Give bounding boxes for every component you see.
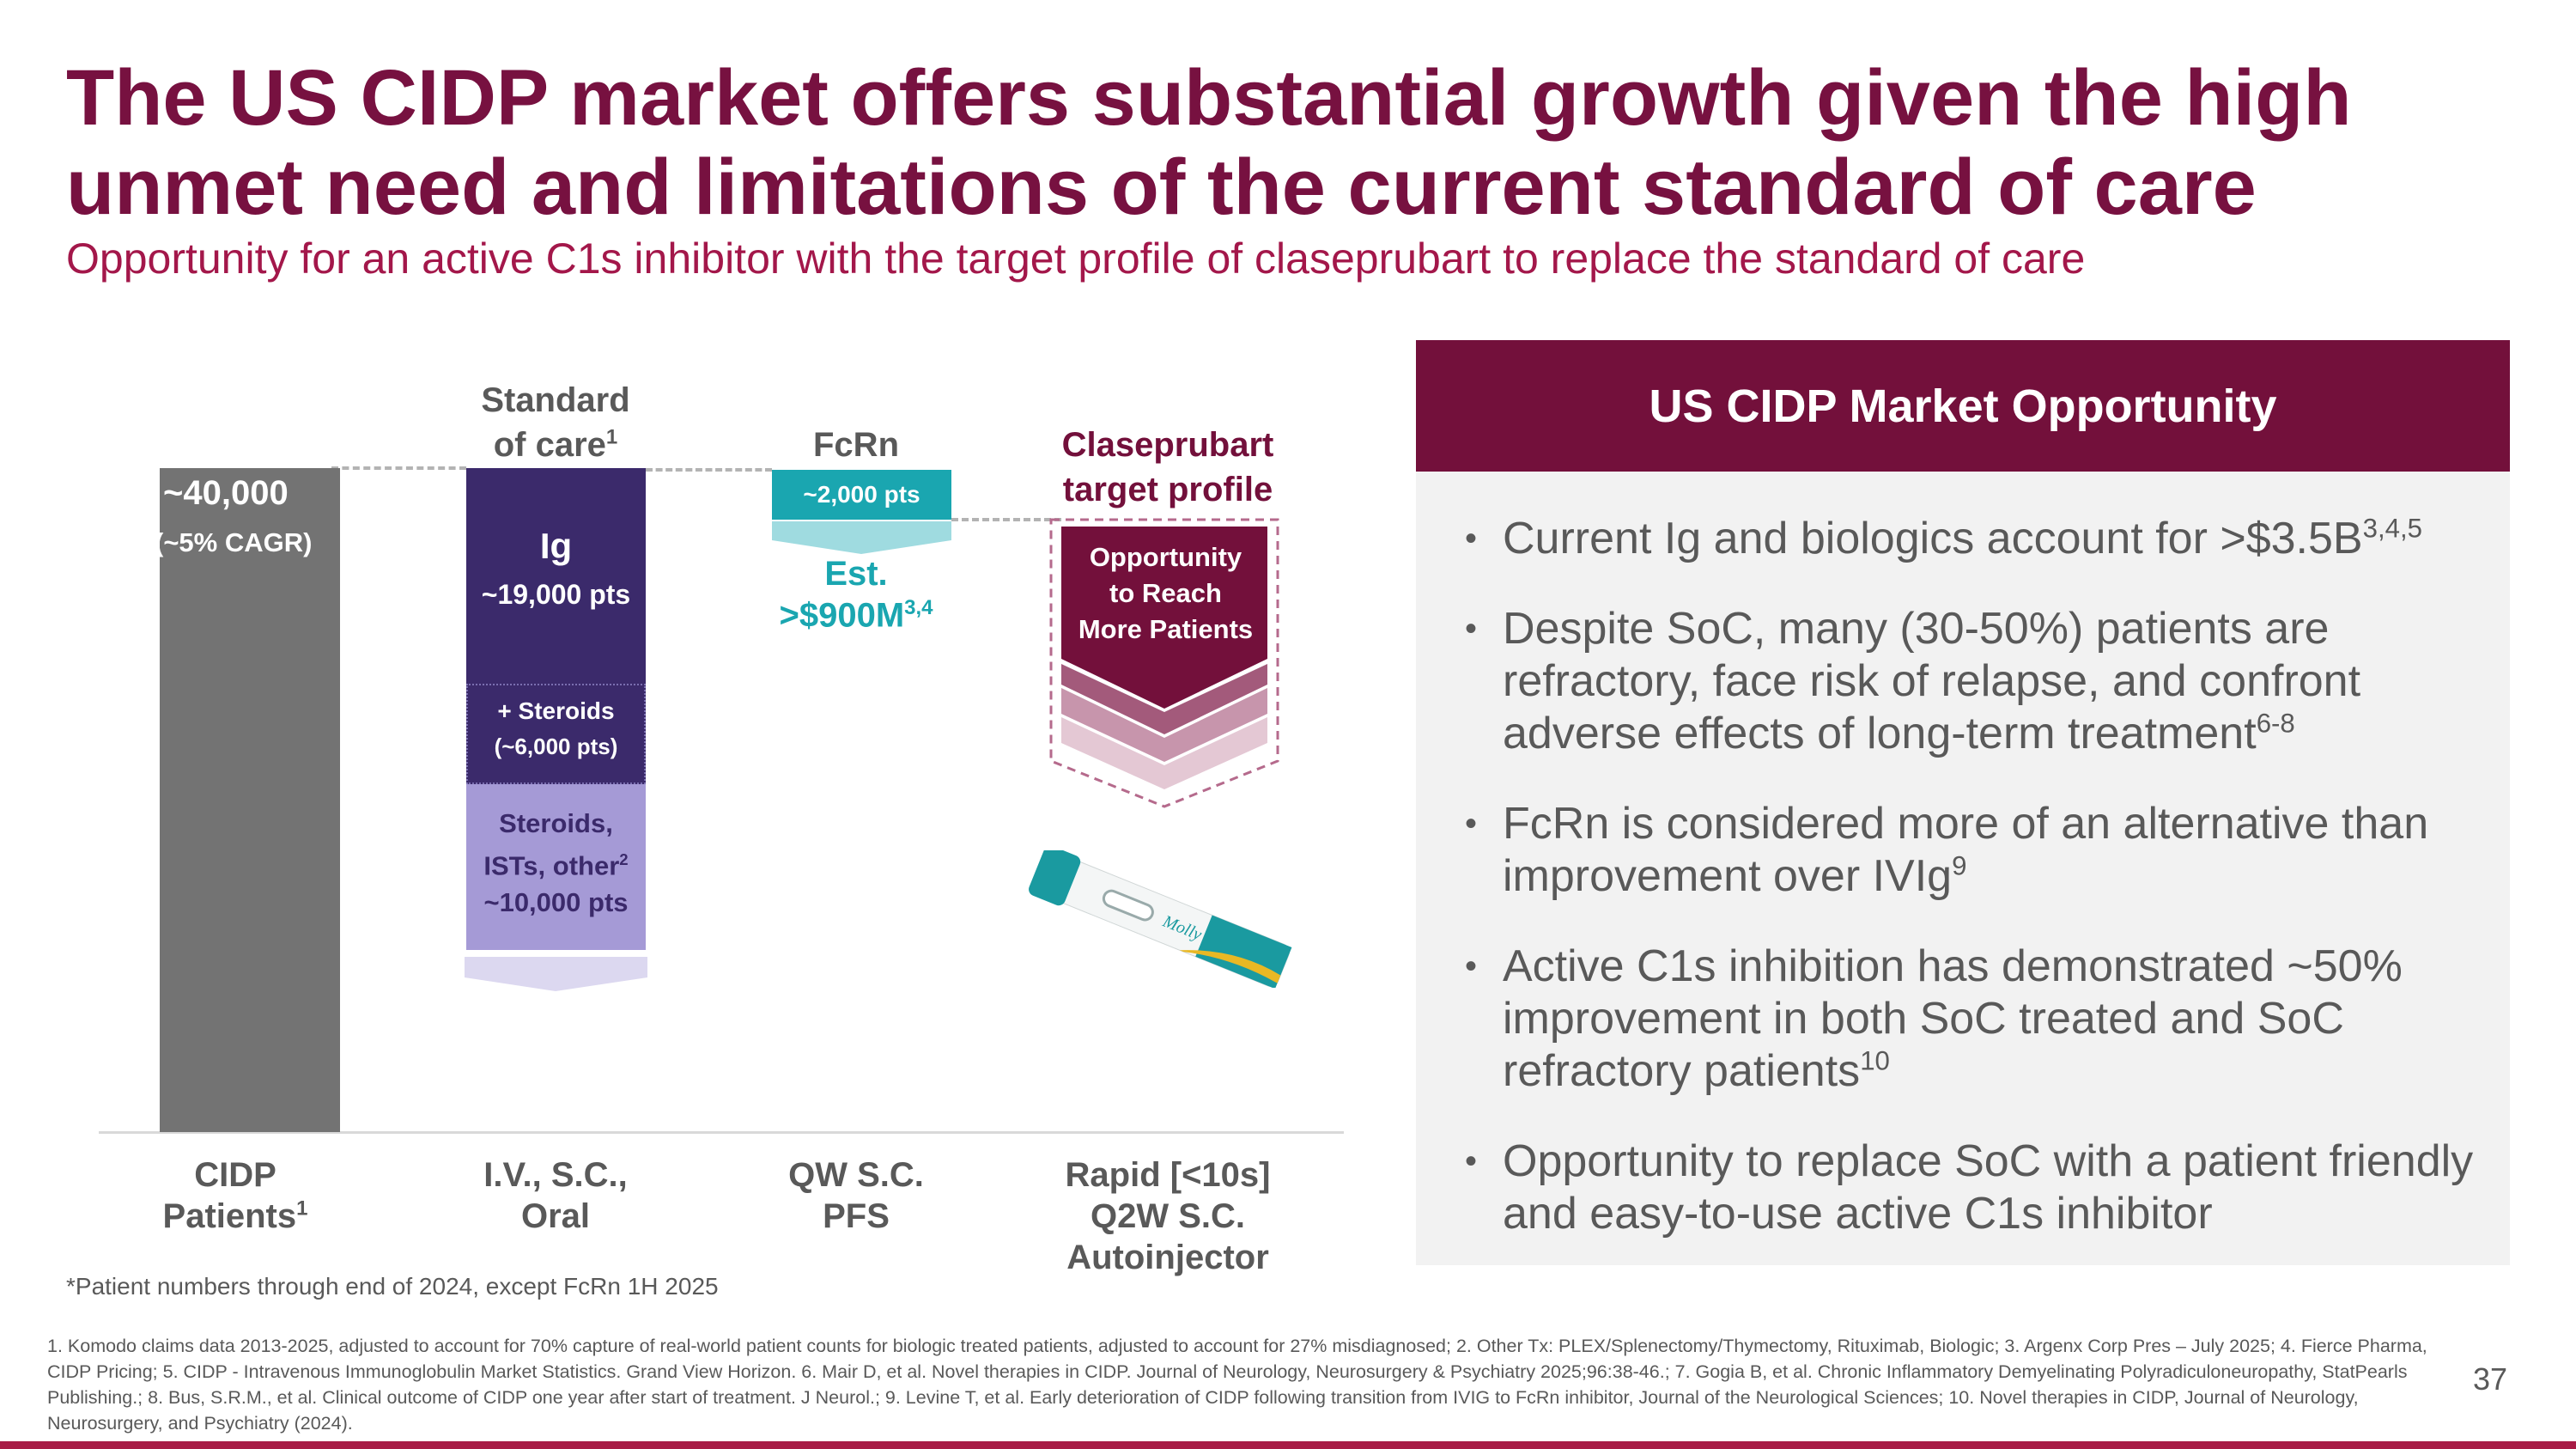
bullet-item: • FcRn is considered more of an alternati…	[1416, 798, 2510, 903]
bullet-icon: •	[1464, 610, 1477, 648]
opportunity-chevron	[1049, 518, 1279, 808]
bullet-text: FcRn is considered more of an alternativ…	[1503, 799, 2429, 901]
panel-title: US CIDP Market Opportunity	[1416, 340, 2510, 472]
est-label: Est.	[824, 555, 888, 593]
category-label-cidp: CIDP Patients1	[98, 1154, 373, 1237]
connector-line	[331, 466, 466, 470]
bullet-text: Active C1s inhibition has demonstrated ~…	[1503, 941, 2403, 1096]
cidp-patients-bar	[160, 468, 340, 1132]
est-value: >$900M	[779, 596, 905, 635]
bullet-text: Opportunity to replace SoC with a patien…	[1503, 1136, 2474, 1239]
text-line: More Patients	[1078, 614, 1254, 644]
bullet-icon: •	[1464, 1142, 1477, 1180]
down-arrow-shape	[465, 957, 647, 991]
connector-line	[951, 518, 1061, 521]
bar-subvalue: (~5% CAGR)	[155, 527, 313, 557]
footnote-ref: 9	[1952, 850, 1967, 881]
label-line: ISTs, other	[483, 850, 620, 881]
text-line: to Reach	[1109, 578, 1222, 608]
label-line: Patients	[162, 1197, 297, 1235]
opportunity-text: Opportunity to Reach More Patients	[1061, 539, 1270, 648]
bullet-text: Current Ig and biologics account for >$3…	[1503, 514, 2363, 563]
other-segment	[466, 784, 646, 950]
bar-value: ~40,000	[163, 474, 289, 512]
label-line: CIDP	[194, 1156, 276, 1194]
autoinjector-image: Molly	[1029, 850, 1292, 988]
bullet-icon: •	[1464, 947, 1477, 985]
label-line: Steroids,	[499, 808, 613, 838]
bullet-icon: •	[1464, 805, 1477, 843]
bullet-text: Despite SoC, many (30-50%) patients are …	[1503, 604, 2361, 758]
bullet-item: • Opportunity to replace SoC with a patie…	[1416, 1135, 2510, 1240]
bullet-item: • Despite SoC, many (30-50%) patients are…	[1416, 603, 2510, 760]
fcrn-estimate: Est. >$900M3,4	[727, 557, 985, 632]
label-line: PFS	[823, 1197, 890, 1235]
bullet-item: • Active C1s inhibition has demonstrated …	[1416, 941, 2510, 1098]
ig-segment	[466, 468, 646, 684]
steroids-segment	[466, 684, 646, 784]
column-header-standard-of-care: Standard of care1	[418, 378, 693, 467]
label-line: QW S.C.	[788, 1156, 924, 1194]
ig-value: ~19,000 pts	[481, 579, 631, 610]
bullet-icon: •	[1464, 520, 1477, 557]
header-line: of care	[493, 426, 606, 464]
category-label-fcrn: QW S.C. PFS	[719, 1154, 993, 1237]
header-line: Standard	[481, 381, 630, 419]
footnote-ref: 1	[296, 1196, 308, 1221]
category-label-soc: I.V., S.C., Oral	[418, 1154, 693, 1237]
header-line: target profile	[1062, 471, 1273, 508]
steroids-label: + Steroids	[497, 697, 615, 724]
footnote-ref: 10	[1860, 1045, 1890, 1076]
other-value: ~10,000 pts	[483, 887, 629, 917]
footnote-ref: 3,4,5	[2362, 513, 2422, 544]
diagram-footnote: *Patient numbers through end of 2024, ex…	[66, 1273, 719, 1300]
references: 1. Komodo claims data 2013-2025, adjuste…	[47, 1336, 2427, 1434]
fcrn-box: ~2,000 pts	[772, 470, 951, 520]
page-title: The US CIDP market offers substantial gr…	[66, 54, 2352, 231]
header-line: Claseprubart	[1061, 426, 1274, 464]
label-line: Q2W S.C.	[1090, 1197, 1246, 1235]
text-line: Opportunity	[1089, 542, 1242, 572]
down-arrow-shape	[772, 521, 951, 554]
ig-label: Ig	[539, 526, 573, 566]
panel-body: • Current Ig and biologics account for >$…	[1416, 472, 2510, 1265]
column-header-claseprubart: Claseprubart target profile	[1013, 423, 1322, 512]
bullet-item: • Current Ig and biologics account for >$…	[1416, 513, 2510, 565]
steroids-value: (~6,000 pts)	[494, 734, 618, 759]
footnote-ref: 3,4	[904, 596, 933, 619]
page-subtitle: Opportunity for an active C1s inhibitor …	[66, 234, 2086, 283]
label-line: I.V., S.C.,	[483, 1156, 628, 1194]
label-line: Autoinjector	[1066, 1239, 1269, 1276]
baseline	[99, 1131, 1344, 1134]
footnote-ref: 1	[605, 425, 618, 449]
other-label: Steroids, ISTs, other2	[466, 806, 646, 884]
bottom-accent-bar	[0, 1441, 2576, 1449]
category-label-claseprubart: Rapid [<10s] Q2W S.C. Autoinjector	[1013, 1154, 1322, 1278]
footnote-ref: 6-8	[2256, 708, 2295, 739]
column-header-fcrn: FcRn	[813, 426, 899, 464]
label-line: Oral	[520, 1197, 591, 1235]
connector-line	[646, 468, 772, 472]
page-number: 37	[2473, 1361, 2508, 1397]
footnote-ref: 2	[619, 850, 629, 868]
label-line: Rapid [<10s]	[1065, 1156, 1271, 1194]
